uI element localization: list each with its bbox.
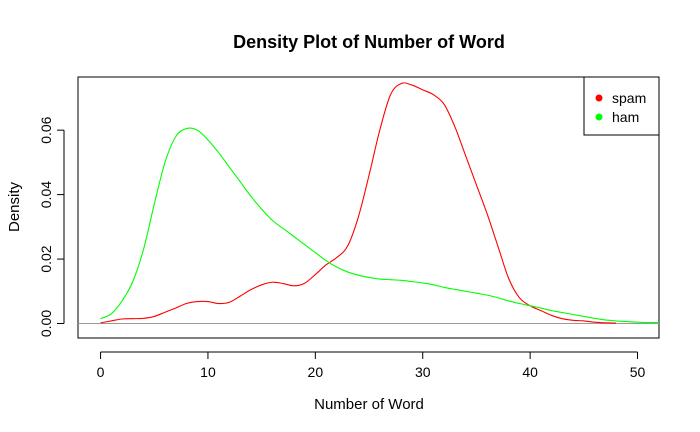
spam-legend-marker <box>595 94 603 102</box>
spam-density-line <box>100 82 617 324</box>
ham-legend-marker <box>595 113 603 121</box>
spam-legend-label: spam <box>612 90 646 106</box>
y-tick-label: 0.06 <box>38 116 54 143</box>
y-tick-label: 0.00 <box>38 310 54 337</box>
x-tick-label: 40 <box>522 364 538 380</box>
x-tick-label: 10 <box>200 364 216 380</box>
y-axis-label: Density <box>6 181 23 232</box>
y-tick-label: 0.02 <box>38 245 54 272</box>
legend-box <box>583 76 660 136</box>
chart-title: Density Plot of Number of Word <box>233 32 505 52</box>
y-axis: 0.00 0.02 0.04 0.06 <box>38 116 65 337</box>
x-tick-label: 50 <box>630 364 646 380</box>
y-tick-label: 0.04 <box>38 181 54 208</box>
ham-density-line <box>100 127 660 324</box>
plot-frame <box>77 76 660 339</box>
legend: spam ham <box>583 76 660 136</box>
x-axis: 0 10 20 30 40 50 <box>97 351 646 380</box>
x-axis-label: Number of Word <box>314 396 424 413</box>
x-tick-label: 0 <box>97 364 105 380</box>
series-group <box>100 82 660 324</box>
x-tick-label: 30 <box>415 364 431 380</box>
ham-legend-label: ham <box>612 109 639 125</box>
x-tick-label: 20 <box>308 364 324 380</box>
